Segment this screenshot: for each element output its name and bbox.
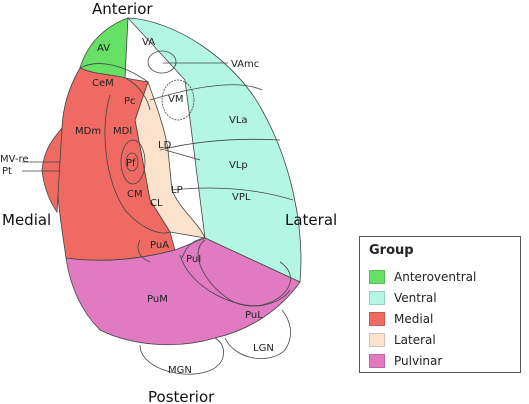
direction-lateral: Lateral — [285, 211, 337, 229]
legend-label: Medial — [394, 311, 434, 326]
label-pum: PuM — [147, 294, 168, 305]
label-lgn: LGN — [253, 343, 274, 354]
legend: Group Anteroventral Ventral Medial Later… — [359, 236, 521, 373]
label-vm: VM — [168, 94, 183, 105]
label-lp: LP — [171, 185, 183, 196]
label-pua: PuA — [150, 240, 169, 251]
lgn-outline — [224, 309, 291, 359]
label-vamc: VAmc — [231, 59, 259, 70]
label-vlp: VLp — [229, 160, 248, 171]
label-mv-re: MV-re — [0, 154, 29, 165]
label-va: VA — [142, 37, 155, 48]
label-mdl: MDl — [113, 126, 132, 137]
direction-medial: Medial — [2, 211, 51, 229]
region-ventral — [127, 17, 302, 283]
mgn-outline — [139, 337, 224, 375]
legend-item-pulvinar: Pulvinar — [369, 350, 511, 371]
legend-item-ventral: Ventral — [369, 287, 511, 308]
label-vla: VLa — [229, 115, 248, 126]
legend-swatch — [369, 290, 385, 305]
label-vpl: VPL — [232, 192, 251, 203]
label-pui: PuI — [186, 254, 201, 265]
direction-posterior: Posterior — [148, 388, 215, 404]
legend-label: Ventral — [394, 290, 437, 305]
legend-item-medial: Medial — [369, 308, 511, 329]
label-pf: Pf — [126, 158, 136, 169]
legend-swatch — [369, 353, 385, 368]
label-pc: Pc — [124, 96, 136, 107]
legend-item-lateral: Lateral — [369, 329, 511, 350]
label-cl: CL — [150, 198, 163, 209]
legend-swatch — [369, 269, 385, 284]
label-pul: PuL — [245, 310, 263, 321]
region-pulvinar — [65, 237, 301, 346]
legend-label: Pulvinar — [394, 353, 443, 368]
label-av: AV — [97, 43, 110, 54]
label-mdm: MDm — [75, 126, 101, 137]
internal-boundaries — [79, 50, 294, 307]
legend-swatch — [369, 332, 385, 347]
legend-title: Group — [369, 243, 414, 258]
legend-label: Anteroventral — [394, 269, 477, 284]
region-midline — [41, 126, 63, 214]
legend-label: Lateral — [394, 332, 436, 347]
label-ld: LD — [158, 140, 172, 151]
label-cm: CM — [127, 189, 143, 200]
legend-item-anteroventral: Anteroventral — [369, 266, 511, 287]
label-pt: Pt — [2, 166, 12, 177]
label-cem: CeM — [92, 78, 114, 89]
leader-lines — [22, 62, 228, 172]
label-mgn: MGN — [168, 365, 192, 376]
legend-swatch — [369, 311, 385, 326]
direction-anterior: Anterior — [92, 0, 153, 18]
